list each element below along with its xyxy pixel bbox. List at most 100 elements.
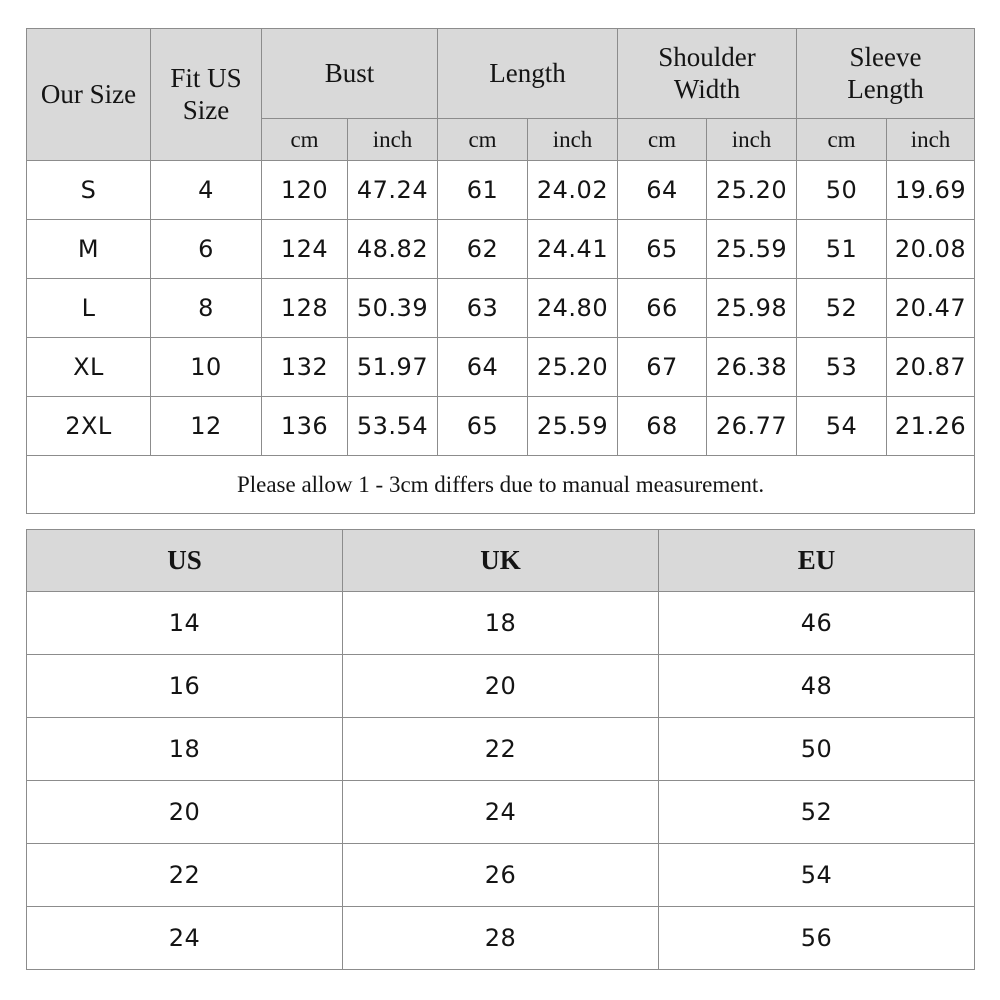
measurement-note: Please allow 1 - 3cm differs due to manu… xyxy=(25,455,976,514)
cell-uk: 22 xyxy=(342,717,659,781)
cell-shoulder-inch: 25.59 xyxy=(706,219,798,279)
cell-bust-inch: 48.82 xyxy=(347,219,438,279)
cell-shoulder-cm: 65 xyxy=(617,219,708,279)
unit-header-sleeve-cm: cm xyxy=(796,118,888,161)
cell-length-inch: 25.20 xyxy=(526,337,619,397)
cell-length-cm: 62 xyxy=(437,219,528,279)
cell-shoulder-inch: 25.98 xyxy=(706,278,798,338)
cell-length-inch: 24.02 xyxy=(526,160,619,220)
cell-sleeve-cm: 52 xyxy=(796,278,888,338)
header-bust-label: Bust xyxy=(324,57,375,88)
size-row-l: L 8 128 50.39 63 24.80 66 25.98 52 20.47 xyxy=(26,278,976,338)
cell-sleeve-inch: 20.47 xyxy=(886,278,976,338)
cell-uk: 26 xyxy=(342,843,659,907)
size-row-2xl: 2XL 12 136 53.54 65 25.59 68 26.77 54 21… xyxy=(26,396,976,456)
cell-eu: 46 xyxy=(658,591,975,655)
cell-bust-cm: 128 xyxy=(261,278,348,338)
cell-fit-us: 6 xyxy=(150,219,262,279)
unit-header-shoulder-inch: inch xyxy=(706,118,798,161)
conversion-row: 14 18 46 xyxy=(26,591,975,655)
cell-bust-inch: 53.54 xyxy=(347,396,438,456)
unit-header-length-cm: cm xyxy=(437,118,528,161)
cell-eu: 48 xyxy=(658,654,975,718)
cell-sleeve-cm: 51 xyxy=(796,219,888,279)
cell-our-size: L xyxy=(26,278,151,338)
cell-length-cm: 65 xyxy=(437,396,528,456)
cell-shoulder-cm: 67 xyxy=(617,337,708,397)
cell-bust-cm: 132 xyxy=(261,337,348,397)
header-us: US xyxy=(26,529,343,592)
cell-us: 24 xyxy=(26,906,343,970)
cell-shoulder-inch: 26.38 xyxy=(706,337,798,397)
cell-length-cm: 61 xyxy=(437,160,528,220)
unit-header-sleeve-inch: inch xyxy=(886,118,976,161)
cell-our-size: 2XL xyxy=(26,396,151,456)
measurement-size-table: Our Size Fit US Size Bust Length Shoulde… xyxy=(25,28,976,514)
cell-uk: 20 xyxy=(342,654,659,718)
cell-eu: 50 xyxy=(658,717,975,781)
header-shoulder-width-label: Shoulder Width xyxy=(658,41,756,104)
cell-shoulder-cm: 68 xyxy=(617,396,708,456)
cell-sleeve-inch: 21.26 xyxy=(886,396,976,456)
cell-fit-us: 10 xyxy=(150,337,262,397)
cell-shoulder-cm: 64 xyxy=(617,160,708,220)
cell-fit-us: 4 xyxy=(150,160,262,220)
conversion-row: 20 24 52 xyxy=(26,780,975,844)
cell-sleeve-inch: 19.69 xyxy=(886,160,976,220)
conversion-header-row: US UK EU xyxy=(26,529,975,592)
cell-bust-cm: 124 xyxy=(261,219,348,279)
unit-header-length-inch: inch xyxy=(526,118,619,161)
cell-us: 20 xyxy=(26,780,343,844)
cell-length-inch: 24.80 xyxy=(526,278,619,338)
cell-sleeve-inch: 20.08 xyxy=(886,219,976,279)
header-our-size: Our Size xyxy=(26,28,151,161)
cell-bust-cm: 120 xyxy=(261,160,348,220)
cell-eu: 56 xyxy=(658,906,975,970)
size-conversion-table: US UK EU 14 18 46 16 20 48 18 22 50 20 xyxy=(26,529,975,970)
cell-us: 16 xyxy=(26,654,343,718)
cell-length-inch: 24.41 xyxy=(526,219,619,279)
cell-our-size: S xyxy=(26,160,151,220)
size-row-xl: XL 10 132 51.97 64 25.20 67 26.38 53 20.… xyxy=(26,337,976,397)
unit-header-bust-cm: cm xyxy=(261,118,348,161)
note-row: Please allow 1 - 3cm differs due to manu… xyxy=(25,455,976,514)
cell-length-inch: 25.59 xyxy=(526,396,619,456)
cell-eu: 52 xyxy=(658,780,975,844)
cell-our-size: XL xyxy=(26,337,151,397)
cell-uk: 24 xyxy=(342,780,659,844)
cell-fit-us: 12 xyxy=(150,396,262,456)
size-row-m: M 6 124 48.82 62 24.41 65 25.59 51 20.08 xyxy=(26,219,976,279)
header-length: Length xyxy=(436,28,619,119)
cell-eu: 54 xyxy=(658,843,975,907)
conversion-row: 24 28 56 xyxy=(26,906,975,970)
cell-uk: 28 xyxy=(342,906,659,970)
cell-sleeve-inch: 20.87 xyxy=(886,337,976,397)
cell-length-cm: 64 xyxy=(437,337,528,397)
header-length-label: Length xyxy=(489,57,566,88)
cell-our-size: M xyxy=(26,219,151,279)
unit-header-bust-inch: inch xyxy=(347,118,438,161)
header-shoulder-width: Shoulder Width xyxy=(617,28,798,119)
cell-shoulder-inch: 26.77 xyxy=(706,396,798,456)
cell-bust-inch: 50.39 xyxy=(347,278,438,338)
cell-sleeve-cm: 53 xyxy=(796,337,888,397)
cell-us: 22 xyxy=(26,843,343,907)
conversion-row: 16 20 48 xyxy=(26,654,975,718)
cell-uk: 18 xyxy=(342,591,659,655)
conversion-row: 22 26 54 xyxy=(26,843,975,907)
cell-bust-inch: 47.24 xyxy=(347,160,438,220)
header-uk: UK xyxy=(342,529,659,592)
header-sleeve-length-label: Sleeve Length xyxy=(847,41,924,104)
cell-sleeve-cm: 50 xyxy=(796,160,888,220)
header-fit-us-size-label: Fit US Size xyxy=(170,62,242,125)
cell-us: 14 xyxy=(26,591,343,655)
unit-header-shoulder-cm: cm xyxy=(617,118,708,161)
header-fit-us-size: Fit US Size xyxy=(150,28,262,161)
cell-sleeve-cm: 54 xyxy=(796,396,888,456)
header-eu: EU xyxy=(658,529,975,592)
cell-shoulder-inch: 25.20 xyxy=(706,160,798,220)
header-sleeve-length: Sleeve Length xyxy=(796,28,976,119)
cell-length-cm: 63 xyxy=(437,278,528,338)
cell-fit-us: 8 xyxy=(150,278,262,338)
